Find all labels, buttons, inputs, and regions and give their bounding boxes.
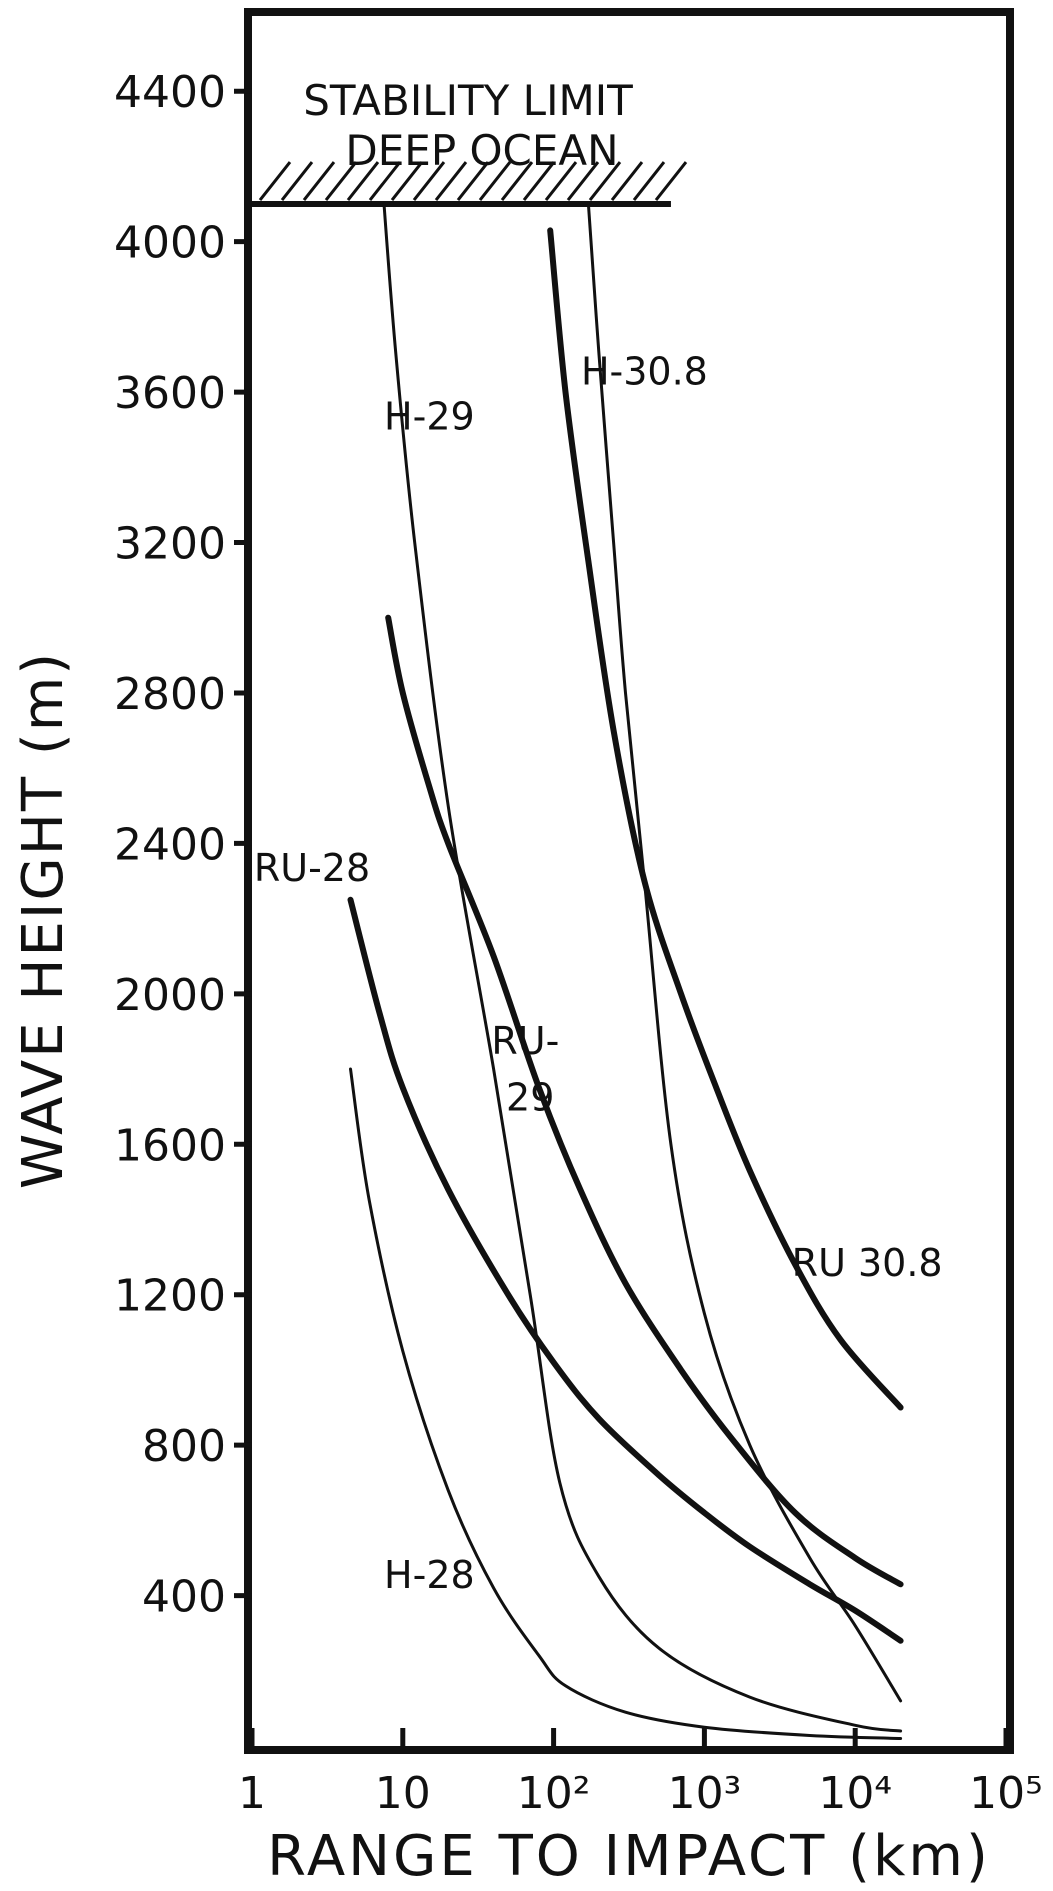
series-line-ru-30-8 (547, 227, 904, 1411)
series-line-ru-29 (385, 614, 904, 1588)
x-tick-label: 1 (238, 1768, 266, 1819)
hatch-mark (588, 161, 622, 201)
hatch-mark (610, 161, 644, 201)
x-tick-label: 10⁵ (969, 1768, 1043, 1819)
hatch-mark (258, 161, 292, 201)
hatch-mark (522, 161, 556, 201)
y-tick-label: 4000 (114, 218, 226, 269)
y-tick-label: 3200 (114, 519, 226, 570)
hatch-mark (346, 161, 380, 201)
hatch-mark (632, 161, 666, 201)
y-tick-label: 1600 (114, 1120, 226, 1171)
y-axis-ticks: 400 800 1200 1600 2000 2400 2800 3200 3600 4000 44… (114, 67, 252, 1623)
series-line-h-30-8 (586, 202, 903, 1703)
curve-label: RU 30.8 (792, 1241, 943, 1285)
hatch-mark (368, 161, 402, 201)
plot-frame (244, 8, 1014, 1754)
curve-label: H-30.8 (581, 350, 708, 394)
y-axis-title: WAVE HEIGHT (m) (11, 651, 76, 1189)
hatch-mark (390, 161, 424, 201)
y-tick-label: 4400 (114, 67, 226, 118)
y-tick-label: 800 (142, 1421, 226, 1472)
curve-labels: H-28 H-29 H-30.8 RU-28 RU- 29 RU 30.8 (254, 350, 943, 1597)
curve-label: H-29 (384, 395, 475, 439)
x-tick-label: 10 (375, 1768, 431, 1819)
curve-label: RU- (491, 1019, 559, 1063)
series-lines (347, 202, 904, 1740)
series-line-h-29 (382, 202, 903, 1733)
hatch-mark (566, 161, 600, 201)
y-tick-label: 3600 (114, 368, 226, 419)
stability-limit-text: STABILITY LIMIT (303, 76, 633, 125)
y-tick-label: 1200 (114, 1271, 226, 1322)
series-line-h-28 (349, 1067, 903, 1740)
curve-label: H-28 (384, 1553, 475, 1597)
x-axis-ticks: 1 10 10² 10³ 10⁴ 10⁵ (238, 1728, 1043, 1819)
hatch-mark (456, 161, 490, 201)
y-tick-label: 2800 (114, 669, 226, 720)
hatch-mark (412, 161, 446, 201)
x-tick-label: 10³ (668, 1768, 742, 1819)
x-axis-title: RANGE TO IMPACT (km) (267, 1824, 991, 1889)
hatch-mark (324, 161, 358, 201)
y-tick-label: 2400 (114, 819, 226, 870)
stability-limit-annotation: STABILITY LIMIT DEEP OCEAN (252, 76, 688, 208)
x-tick-label: 10² (517, 1768, 591, 1819)
hatch-mark (434, 161, 468, 201)
series-line-ru-28 (347, 896, 904, 1644)
y-tick-label: 2000 (114, 970, 226, 1021)
hatch-mark (654, 161, 688, 201)
curve-label: 29 (506, 1075, 554, 1119)
curve-label: RU-28 (254, 846, 370, 890)
stability-limit-hatching (258, 161, 688, 201)
hatch-mark (478, 161, 512, 201)
x-tick-label: 10⁴ (818, 1768, 892, 1819)
hatch-mark (500, 161, 534, 201)
hatch-mark (544, 161, 578, 201)
y-tick-label: 400 (142, 1572, 226, 1623)
hatch-mark (302, 161, 336, 201)
hatch-mark (280, 161, 314, 201)
